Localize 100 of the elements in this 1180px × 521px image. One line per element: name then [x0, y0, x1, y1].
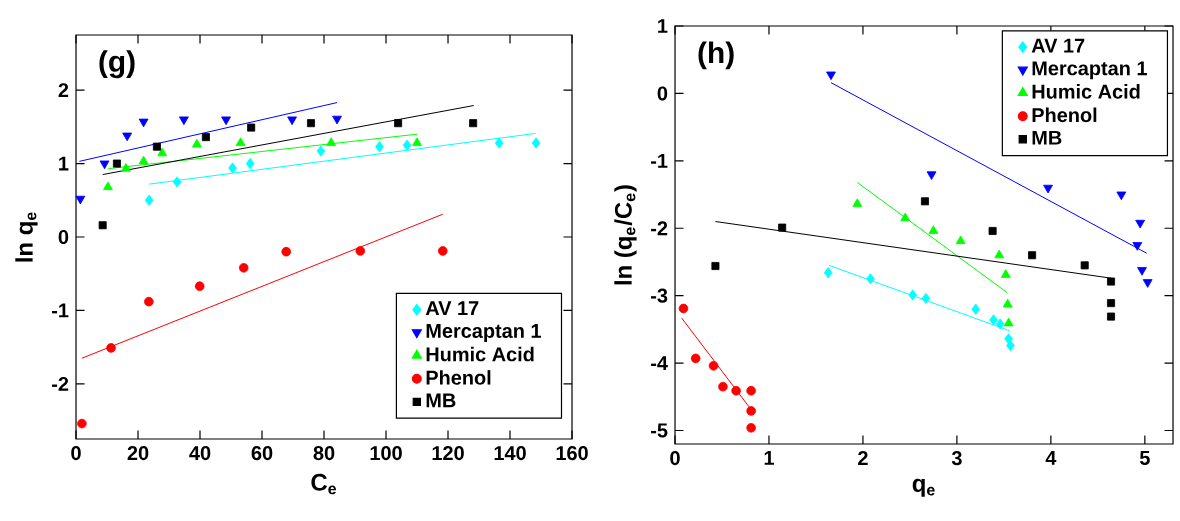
x-tick-label: 80: [313, 446, 335, 461]
y-tick-label: -5: [651, 423, 668, 438]
point: [1137, 267, 1147, 276]
point: [412, 137, 422, 146]
point: [746, 406, 756, 416]
point: [1080, 261, 1089, 270]
y-tick-label: 0: [58, 229, 69, 245]
point: [402, 139, 412, 151]
legend-label: Mercaptan 1: [1032, 61, 1147, 80]
point: [988, 226, 997, 235]
point: [106, 343, 116, 353]
legend-label: Phenol: [426, 370, 491, 385]
point: [138, 118, 149, 128]
point: [718, 381, 728, 392]
point: [99, 160, 110, 170]
point: [221, 116, 231, 126]
point: [826, 71, 836, 81]
y-tick-label: -1: [651, 153, 668, 168]
point: [98, 221, 107, 230]
point: [247, 123, 256, 132]
point: [921, 292, 931, 304]
y-tick-label: 1: [658, 19, 668, 33]
point: [494, 137, 504, 149]
x-tick-label: 20: [127, 446, 149, 461]
point: [1003, 317, 1014, 327]
point: [307, 119, 315, 128]
point: [179, 116, 189, 126]
point: [238, 263, 249, 273]
point: [908, 289, 918, 301]
legend-label: AV 17: [425, 301, 479, 316]
x-tick-label: 4: [1045, 451, 1057, 465]
legend-label: Humic Acid: [1032, 84, 1140, 99]
point: [437, 246, 448, 256]
point: [852, 198, 863, 207]
y-axis-title: ln (q$_{e}$/C$_{e}$): [614, 185, 637, 285]
point: [228, 162, 237, 174]
y-tick-label: -4: [651, 356, 668, 370]
x-tick-label: 0: [71, 446, 81, 461]
point: [326, 137, 337, 146]
x-tick-label: 5: [1139, 451, 1150, 465]
point: [994, 249, 1005, 259]
point: [122, 132, 133, 142]
point: [1002, 298, 1013, 308]
point: [394, 119, 403, 128]
point: [245, 157, 255, 170]
point: [235, 137, 246, 146]
y-tick-label: -3: [651, 288, 668, 303]
legend-label: AV 17: [1031, 38, 1085, 53]
legend-label: Phenol: [1032, 107, 1097, 123]
point: [201, 133, 210, 142]
point: [920, 197, 929, 206]
point: [144, 194, 154, 206]
x-tick-label: 140: [494, 446, 526, 461]
x-tick-label: 1: [764, 451, 774, 465]
point: [112, 159, 121, 168]
point: [192, 138, 202, 148]
legend-label: MB: [1032, 130, 1062, 145]
chart-title: (h): [698, 41, 734, 70]
point: [469, 119, 478, 128]
point: [711, 262, 720, 270]
point: [971, 303, 980, 315]
point: [375, 141, 384, 153]
point: [281, 246, 291, 257]
x-tick-label: 160: [556, 446, 588, 461]
chart-title: (g): [99, 50, 135, 79]
point: [1116, 191, 1127, 201]
point: [103, 181, 113, 191]
point: [355, 246, 366, 256]
point: [955, 235, 966, 245]
x-axis-title: q$_{e}$: [912, 478, 935, 497]
point: [1132, 242, 1143, 251]
x-tick-label: 0: [670, 451, 680, 466]
point: [708, 361, 719, 371]
x-tick-label: 100: [370, 446, 402, 461]
point: [531, 137, 541, 149]
point: [823, 267, 833, 279]
y-tick-label: -2: [52, 376, 69, 391]
point: [316, 145, 326, 157]
point: [746, 385, 756, 396]
point: [678, 303, 689, 314]
point: [1135, 219, 1146, 229]
point: [138, 155, 149, 165]
y-axis-title: ln q$_{e}$: [15, 212, 38, 262]
legend-label: MB: [426, 393, 456, 408]
point: [144, 296, 154, 307]
point: [332, 115, 342, 125]
y-tick-label: 0: [657, 86, 668, 101]
point: [995, 318, 1005, 330]
point: [1107, 277, 1115, 286]
x-tick-label: 120: [432, 446, 464, 461]
legend-label: Mercaptan 1: [426, 324, 541, 342]
point: [121, 163, 131, 172]
point: [731, 385, 741, 396]
legend-label: Humic Acid: [426, 346, 534, 362]
point: [287, 116, 297, 126]
y-tick-label: -1: [52, 303, 69, 318]
point: [77, 418, 87, 429]
point: [194, 281, 205, 291]
point: [75, 195, 86, 205]
point: [1107, 299, 1115, 308]
